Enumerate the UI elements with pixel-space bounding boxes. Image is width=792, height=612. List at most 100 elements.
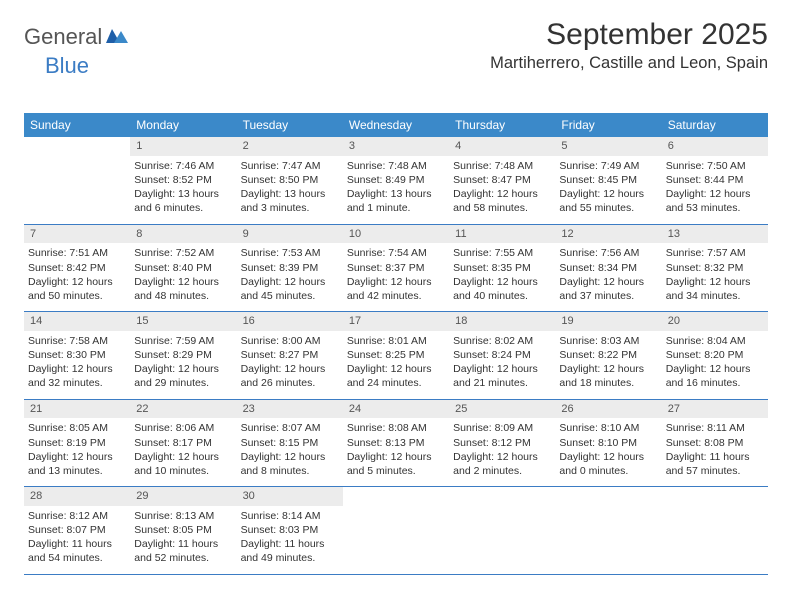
calendar-grid: Sunday Monday Tuesday Wednesday Thursday… xyxy=(24,113,768,575)
sunrise-line: Sunrise: 8:10 AM xyxy=(559,421,657,435)
daylight-line: Daylight: 12 hours and 55 minutes. xyxy=(559,187,657,215)
sunset-line: Sunset: 8:03 PM xyxy=(241,523,339,537)
calendar-day: 13Sunrise: 7:57 AMSunset: 8:32 PMDayligh… xyxy=(662,225,768,312)
day-number: 7 xyxy=(24,225,130,244)
calendar-day: 15Sunrise: 7:59 AMSunset: 8:29 PMDayligh… xyxy=(130,312,236,399)
calendar-day-empty xyxy=(449,487,555,574)
day-number: 27 xyxy=(662,400,768,419)
calendar-day: 28Sunrise: 8:12 AMSunset: 8:07 PMDayligh… xyxy=(24,487,130,574)
sunrise-line: Sunrise: 8:06 AM xyxy=(134,421,232,435)
sunrise-line: Sunrise: 8:13 AM xyxy=(134,509,232,523)
daylight-line: Daylight: 11 hours and 57 minutes. xyxy=(666,450,764,478)
day-number: 14 xyxy=(24,312,130,331)
daylight-line: Daylight: 12 hours and 53 minutes. xyxy=(666,187,764,215)
sunset-line: Sunset: 8:08 PM xyxy=(666,436,764,450)
calendar-week: 28Sunrise: 8:12 AMSunset: 8:07 PMDayligh… xyxy=(24,487,768,575)
day-number: 24 xyxy=(343,400,449,419)
weekday-header-row: Sunday Monday Tuesday Wednesday Thursday… xyxy=(24,113,768,137)
calendar-day: 22Sunrise: 8:06 AMSunset: 8:17 PMDayligh… xyxy=(130,400,236,487)
sunset-line: Sunset: 8:30 PM xyxy=(28,348,126,362)
day-number: 20 xyxy=(662,312,768,331)
sunrise-line: Sunrise: 8:14 AM xyxy=(241,509,339,523)
sunset-line: Sunset: 8:05 PM xyxy=(134,523,232,537)
sunrise-line: Sunrise: 8:04 AM xyxy=(666,334,764,348)
daylight-line: Daylight: 11 hours and 54 minutes. xyxy=(28,537,126,565)
day-number: 18 xyxy=(449,312,555,331)
daylight-line: Daylight: 11 hours and 52 minutes. xyxy=(134,537,232,565)
sunset-line: Sunset: 8:35 PM xyxy=(453,261,551,275)
brand-logo: General xyxy=(24,18,130,50)
sunrise-line: Sunrise: 7:48 AM xyxy=(453,159,551,173)
day-number: 15 xyxy=(130,312,236,331)
weekday-saturday: Saturday xyxy=(662,113,768,137)
calendar-day: 23Sunrise: 8:07 AMSunset: 8:15 PMDayligh… xyxy=(237,400,343,487)
sunset-line: Sunset: 8:13 PM xyxy=(347,436,445,450)
day-number: 30 xyxy=(237,487,343,506)
calendar-day: 5Sunrise: 7:49 AMSunset: 8:45 PMDaylight… xyxy=(555,137,661,224)
sunset-line: Sunset: 8:37 PM xyxy=(347,261,445,275)
daylight-line: Daylight: 12 hours and 0 minutes. xyxy=(559,450,657,478)
sunset-line: Sunset: 8:29 PM xyxy=(134,348,232,362)
sunrise-line: Sunrise: 7:58 AM xyxy=(28,334,126,348)
sunrise-line: Sunrise: 7:55 AM xyxy=(453,246,551,260)
sunset-line: Sunset: 8:39 PM xyxy=(241,261,339,275)
weekday-friday: Friday xyxy=(555,113,661,137)
day-number: 3 xyxy=(343,137,449,156)
day-number: 26 xyxy=(555,400,661,419)
sunset-line: Sunset: 8:07 PM xyxy=(28,523,126,537)
sunset-line: Sunset: 8:34 PM xyxy=(559,261,657,275)
calendar-day-empty xyxy=(555,487,661,574)
day-number: 19 xyxy=(555,312,661,331)
sunset-line: Sunset: 8:19 PM xyxy=(28,436,126,450)
sunset-line: Sunset: 8:10 PM xyxy=(559,436,657,450)
calendar-day-empty xyxy=(343,487,449,574)
daylight-line: Daylight: 12 hours and 32 minutes. xyxy=(28,362,126,390)
daylight-line: Daylight: 12 hours and 13 minutes. xyxy=(28,450,126,478)
weekday-wednesday: Wednesday xyxy=(343,113,449,137)
calendar-week: 14Sunrise: 7:58 AMSunset: 8:30 PMDayligh… xyxy=(24,312,768,400)
day-number: 17 xyxy=(343,312,449,331)
calendar-day: 8Sunrise: 7:52 AMSunset: 8:40 PMDaylight… xyxy=(130,225,236,312)
day-number: 2 xyxy=(237,137,343,156)
sunrise-line: Sunrise: 8:07 AM xyxy=(241,421,339,435)
sunrise-line: Sunrise: 7:57 AM xyxy=(666,246,764,260)
daylight-line: Daylight: 13 hours and 6 minutes. xyxy=(134,187,232,215)
daylight-line: Daylight: 12 hours and 48 minutes. xyxy=(134,275,232,303)
calendar-day: 7Sunrise: 7:51 AMSunset: 8:42 PMDaylight… xyxy=(24,225,130,312)
sunrise-line: Sunrise: 8:00 AM xyxy=(241,334,339,348)
sunrise-line: Sunrise: 7:56 AM xyxy=(559,246,657,260)
daylight-line: Daylight: 12 hours and 58 minutes. xyxy=(453,187,551,215)
sunset-line: Sunset: 8:25 PM xyxy=(347,348,445,362)
day-number: 6 xyxy=(662,137,768,156)
day-number: 12 xyxy=(555,225,661,244)
daylight-line: Daylight: 12 hours and 21 minutes. xyxy=(453,362,551,390)
sunset-line: Sunset: 8:42 PM xyxy=(28,261,126,275)
calendar-day: 16Sunrise: 8:00 AMSunset: 8:27 PMDayligh… xyxy=(237,312,343,399)
calendar-day: 3Sunrise: 7:48 AMSunset: 8:49 PMDaylight… xyxy=(343,137,449,224)
calendar-day-empty xyxy=(24,137,130,224)
day-number: 16 xyxy=(237,312,343,331)
calendar-day: 21Sunrise: 8:05 AMSunset: 8:19 PMDayligh… xyxy=(24,400,130,487)
sunset-line: Sunset: 8:49 PM xyxy=(347,173,445,187)
sunrise-line: Sunrise: 8:02 AM xyxy=(453,334,551,348)
sunrise-line: Sunrise: 8:05 AM xyxy=(28,421,126,435)
daylight-line: Daylight: 12 hours and 2 minutes. xyxy=(453,450,551,478)
calendar-day: 1Sunrise: 7:46 AMSunset: 8:52 PMDaylight… xyxy=(130,137,236,224)
weekday-tuesday: Tuesday xyxy=(237,113,343,137)
calendar-day: 11Sunrise: 7:55 AMSunset: 8:35 PMDayligh… xyxy=(449,225,555,312)
weekday-thursday: Thursday xyxy=(449,113,555,137)
sunrise-line: Sunrise: 7:47 AM xyxy=(241,159,339,173)
calendar-day: 2Sunrise: 7:47 AMSunset: 8:50 PMDaylight… xyxy=(237,137,343,224)
daylight-line: Daylight: 12 hours and 24 minutes. xyxy=(347,362,445,390)
daylight-line: Daylight: 12 hours and 18 minutes. xyxy=(559,362,657,390)
month-title: September 2025 xyxy=(490,18,768,52)
sunrise-line: Sunrise: 8:09 AM xyxy=(453,421,551,435)
daylight-line: Daylight: 12 hours and 5 minutes. xyxy=(347,450,445,478)
calendar-day: 12Sunrise: 7:56 AMSunset: 8:34 PMDayligh… xyxy=(555,225,661,312)
weekday-monday: Monday xyxy=(130,113,236,137)
daylight-line: Daylight: 12 hours and 8 minutes. xyxy=(241,450,339,478)
day-number: 23 xyxy=(237,400,343,419)
calendar-week: 21Sunrise: 8:05 AMSunset: 8:19 PMDayligh… xyxy=(24,400,768,488)
sunset-line: Sunset: 8:24 PM xyxy=(453,348,551,362)
sunrise-line: Sunrise: 7:54 AM xyxy=(347,246,445,260)
